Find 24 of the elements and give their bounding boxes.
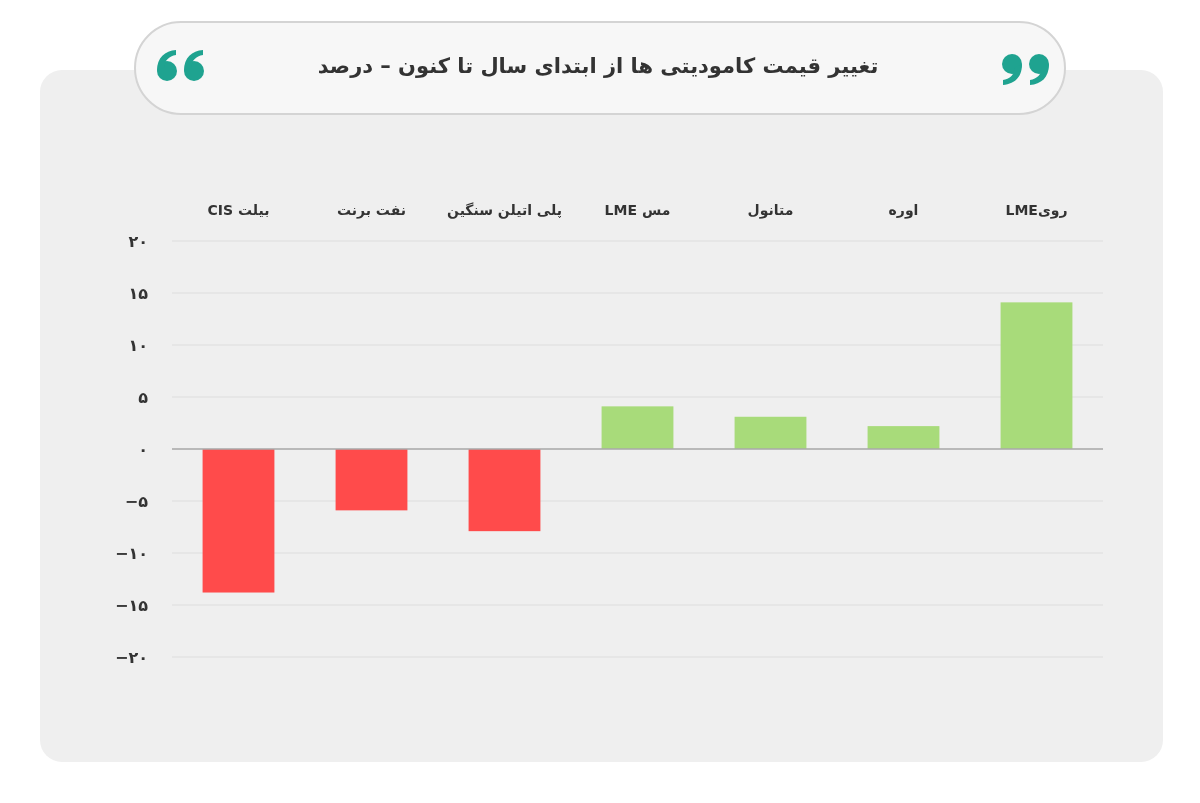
x-tick-label: رویLME (1005, 202, 1068, 219)
y-tick-label: ۰ (138, 439, 148, 459)
x-tick-label: مس LME (604, 202, 671, 218)
x-tick-label: اوره (888, 202, 919, 219)
y-tick-label: ۵ (138, 387, 149, 407)
y-tick-label: −۲۰ (115, 647, 148, 667)
y-tick-label: ۱۰ (128, 335, 148, 355)
bar (867, 426, 940, 449)
bar (734, 416, 807, 449)
y-tick-label: −۵ (124, 491, 149, 511)
y-tick-label: −۱۵ (115, 595, 149, 615)
bar (601, 406, 674, 449)
bar (335, 449, 408, 511)
y-tick-label: ۲۰ (128, 231, 148, 251)
x-tick-label: متانول (747, 202, 794, 219)
bar (202, 449, 275, 593)
chart-title: تغییر قیمت کامودیتی ها از ابتدای سال تا کنون – درصد (317, 54, 879, 78)
x-tick-label: نفت برنت (336, 202, 407, 219)
y-tick-label: −۱۰ (115, 543, 148, 563)
bar (468, 449, 541, 532)
x-tick-label: بیلت CIS (207, 202, 270, 218)
y-tick-label: ۱۵ (128, 283, 149, 303)
x-tick-label: پلی اتیلن سنگین (447, 202, 562, 219)
bar (1000, 302, 1073, 449)
